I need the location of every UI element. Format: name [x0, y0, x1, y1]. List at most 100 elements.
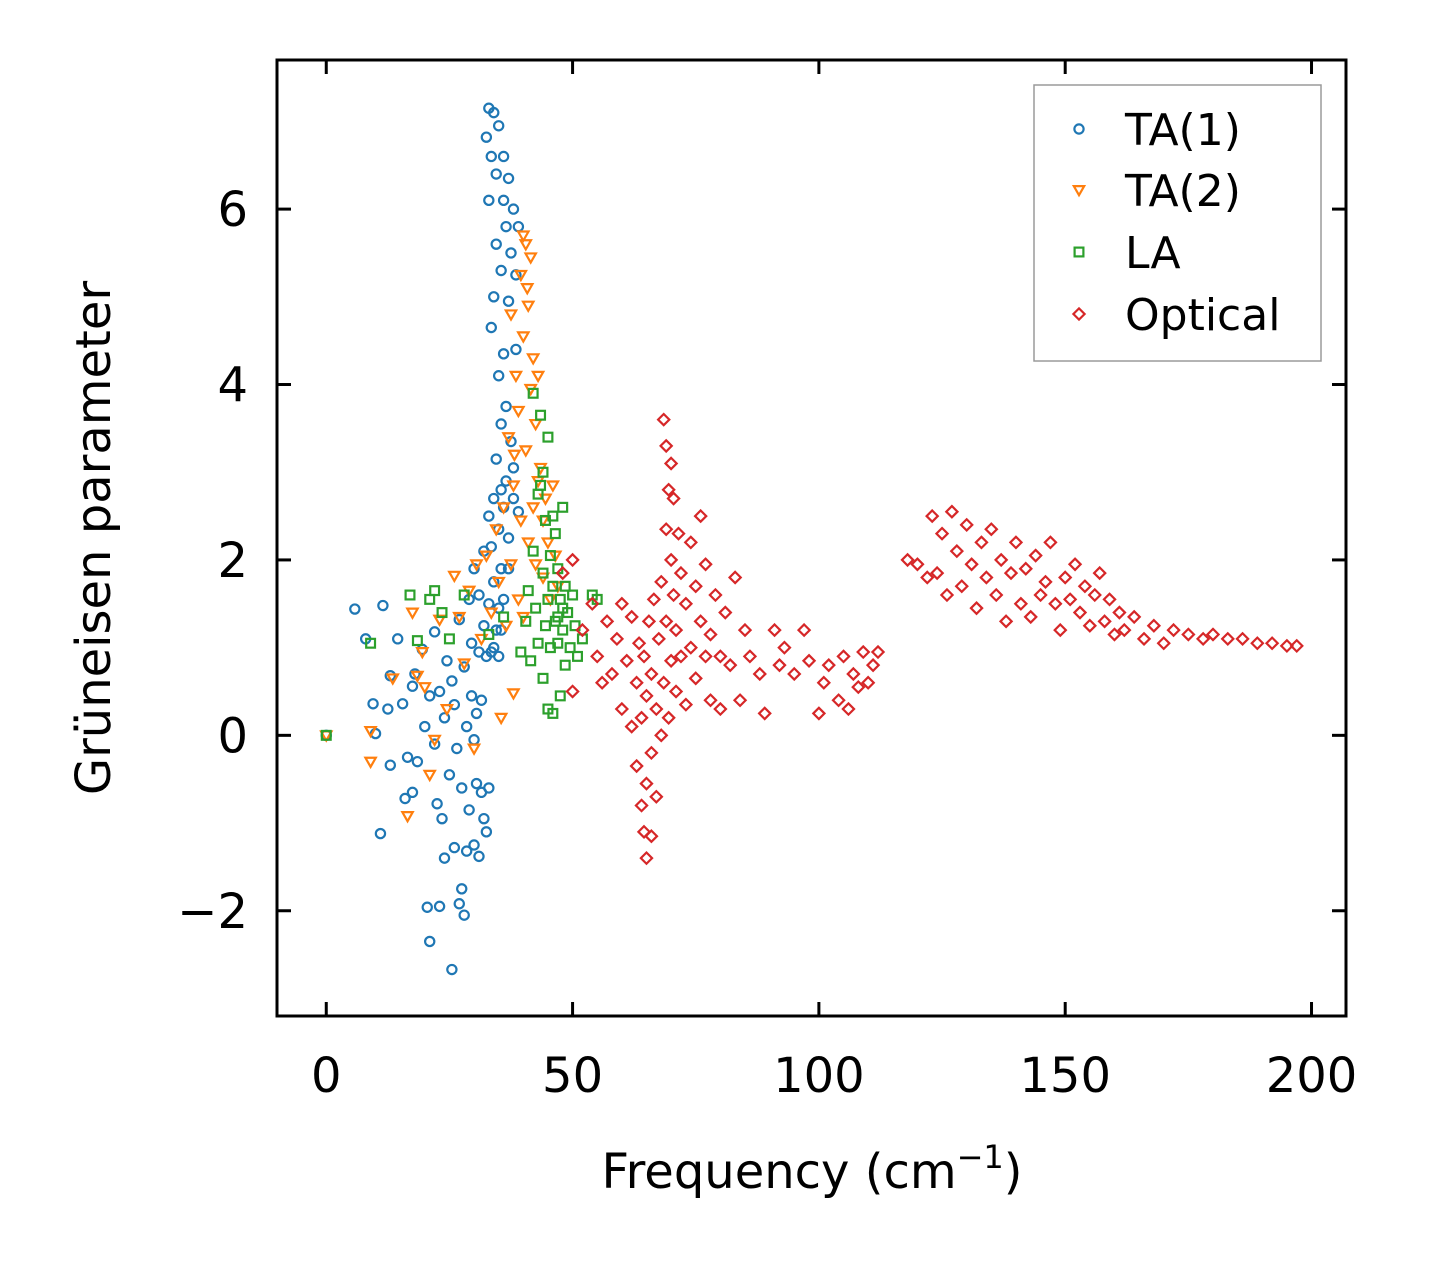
- data-point: [496, 502, 511, 515]
- data-point: [522, 585, 534, 597]
- data-point: [634, 798, 649, 813]
- data-point: [639, 688, 654, 704]
- data-point: [488, 492, 500, 505]
- data-point: [475, 694, 488, 706]
- legend-label-ta2: TA(2): [1124, 166, 1241, 217]
- data-point: [428, 738, 441, 750]
- data-point: [727, 570, 743, 585]
- data-point: [1156, 636, 1171, 651]
- data-point: [1235, 631, 1250, 647]
- data-point: [498, 611, 510, 623]
- data-point: [989, 587, 1004, 603]
- data-point: [801, 653, 817, 668]
- data-point: [448, 841, 461, 854]
- data-point: [516, 331, 531, 344]
- data-point: [1028, 548, 1043, 563]
- data-point: [969, 601, 984, 616]
- data-point: [485, 150, 497, 163]
- legend-marker: [1073, 123, 1085, 135]
- data-point: [671, 526, 686, 541]
- data-point: [501, 432, 516, 445]
- data-point: [400, 811, 415, 824]
- data-point: [1289, 638, 1304, 654]
- data-point: [502, 172, 515, 185]
- data-point: [547, 510, 559, 522]
- data-point: [478, 812, 490, 825]
- data-point: [527, 387, 539, 399]
- data-point: [451, 742, 463, 755]
- data-point: [490, 238, 502, 250]
- data-point: [500, 220, 512, 233]
- data-point: [846, 666, 861, 682]
- data-point: [929, 565, 945, 581]
- data-point: [488, 106, 500, 119]
- data-point: [718, 605, 733, 620]
- data-point: [497, 593, 510, 606]
- data-point: [510, 343, 522, 356]
- legend-marker: [1073, 246, 1085, 258]
- data-point: [410, 670, 425, 684]
- data-point: [367, 698, 379, 710]
- data-point: [417, 682, 432, 695]
- data-point: [693, 614, 708, 629]
- data-point: [465, 637, 478, 649]
- data-point: [964, 557, 979, 572]
- data-point: [436, 812, 448, 825]
- data-point: [649, 701, 664, 717]
- data-point: [656, 675, 671, 690]
- data-point: [870, 644, 886, 660]
- data-point: [506, 480, 521, 493]
- data-point: [503, 309, 519, 322]
- x-tick-label: 200: [1266, 1048, 1358, 1104]
- data-point: [585, 596, 600, 611]
- series-optical: [555, 412, 1304, 866]
- data-point: [384, 759, 397, 771]
- data-point: [497, 348, 510, 360]
- data-point: [1008, 535, 1024, 550]
- data-point: [663, 653, 679, 668]
- x-axis-label-close: ): [1004, 1144, 1023, 1200]
- data-point: [796, 622, 812, 638]
- x-tick-label: 150: [1019, 1048, 1111, 1104]
- data-point: [634, 710, 649, 725]
- data-point: [757, 706, 772, 721]
- data-point: [693, 508, 708, 524]
- data-point: [401, 751, 414, 763]
- data-point: [1013, 596, 1029, 611]
- data-point: [460, 845, 473, 857]
- x-tick-label: 0: [311, 1048, 342, 1104]
- data-point: [540, 537, 556, 550]
- data-point: [526, 502, 541, 515]
- data-point: [547, 707, 559, 719]
- data-point: [944, 504, 960, 519]
- data-point: [1048, 596, 1063, 611]
- data-point: [629, 758, 644, 774]
- data-point: [659, 522, 674, 537]
- data-point: [1077, 579, 1093, 594]
- data-point: [411, 635, 423, 647]
- data-point: [910, 557, 925, 572]
- data-point: [649, 789, 664, 804]
- data-point: [1097, 614, 1112, 629]
- data-point: [1033, 587, 1048, 603]
- data-point: [1072, 605, 1088, 620]
- y-tick-label: 6: [217, 182, 248, 238]
- data-point: [463, 804, 475, 816]
- data-point: [458, 661, 470, 673]
- data-point: [564, 642, 576, 654]
- data-point: [732, 693, 748, 708]
- data-point: [624, 719, 639, 734]
- data-point: [483, 510, 495, 522]
- data-point: [544, 550, 556, 562]
- data-point: [505, 247, 517, 259]
- series-ta1: [320, 102, 525, 976]
- data-point: [1250, 636, 1265, 651]
- data-point: [821, 658, 836, 673]
- data-point: [1181, 627, 1196, 642]
- data-point: [382, 703, 394, 715]
- data-point: [1220, 631, 1235, 647]
- data-point: [495, 264, 507, 277]
- data-point: [1264, 636, 1280, 651]
- data-point: [767, 622, 782, 638]
- x-axis-label-main: Frequency (cm: [601, 1144, 956, 1200]
